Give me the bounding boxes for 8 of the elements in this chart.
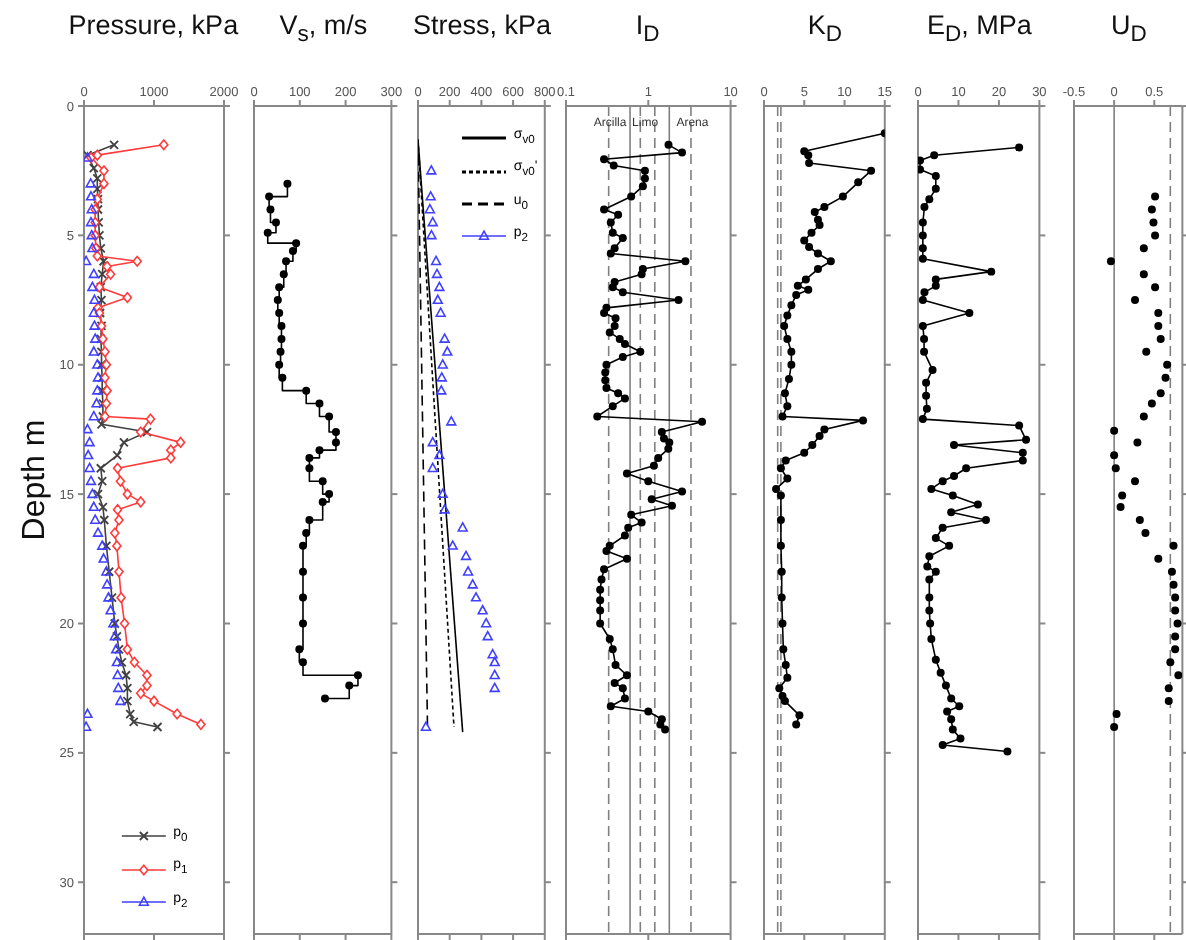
chart-title: K$_{D}$	[807, 10, 843, 48]
chart-title: V$_{s}$, m/s	[279, 10, 368, 48]
chart-title: U$_{D}$	[1110, 10, 1147, 48]
chart-title: E$_{D}$, MPa	[926, 10, 1032, 48]
chart-title: Pressure, kPa	[68, 10, 239, 40]
chart-title: I$_{D}$	[635, 10, 660, 48]
y-axis-title: Depth m	[18, 419, 54, 541]
chart-title: Stress, kPa	[412, 10, 551, 40]
